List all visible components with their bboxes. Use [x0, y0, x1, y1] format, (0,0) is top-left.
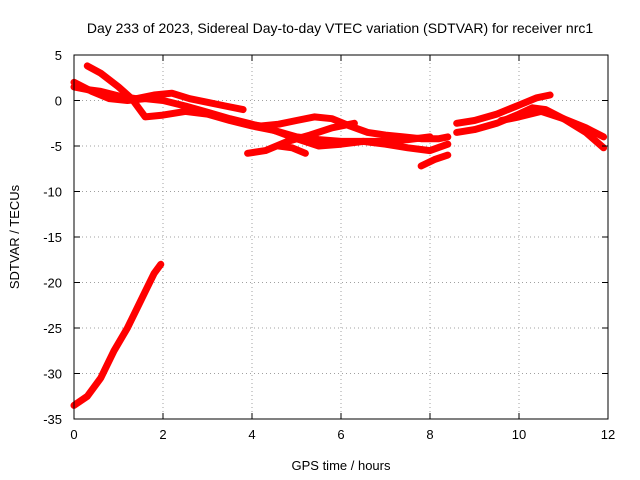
y-tick-label: -20 — [43, 276, 62, 291]
y-tick-label: -25 — [43, 321, 62, 336]
x-tick-label: 6 — [337, 427, 344, 442]
y-tick-label: -15 — [43, 230, 62, 245]
chart-title: Day 233 of 2023, Sidereal Day-to-day VTE… — [87, 20, 593, 36]
series-line-arc-1 — [70, 260, 165, 409]
x-tick-label: 10 — [512, 427, 526, 442]
axis-ticks: 0 2 4 6 8 10 12 5 0 -5 -10 -15 -20 -25 -30 -35 — [43, 48, 615, 442]
x-tick-label: 2 — [159, 427, 166, 442]
y-tick-label: 0 — [55, 94, 62, 109]
y-tick-label: -5 — [50, 139, 62, 154]
y-tick-label: -10 — [43, 185, 62, 200]
series-line-arc-10 — [453, 91, 554, 127]
series-line-arc-7 — [275, 142, 309, 157]
x-axis-label: GPS time / hours — [292, 458, 391, 473]
x-tick-label: 4 — [248, 427, 255, 442]
grid-lines — [74, 55, 608, 419]
y-tick-label: -30 — [43, 367, 62, 382]
y-tick-label: 5 — [55, 48, 62, 63]
data-series-group — [70, 62, 608, 409]
y-tick-label: -35 — [43, 412, 62, 427]
series-line-arc-3 — [83, 62, 434, 145]
y-axis-label: SDTVAR / TECUs — [7, 184, 22, 289]
x-tick-label: 0 — [70, 427, 77, 442]
series-line-arc-6 — [244, 119, 358, 157]
series-line-arc-11 — [497, 107, 608, 141]
x-tick-label: 12 — [601, 427, 615, 442]
series-line-arc-8 — [417, 151, 452, 170]
x-tick-label: 8 — [426, 427, 433, 442]
